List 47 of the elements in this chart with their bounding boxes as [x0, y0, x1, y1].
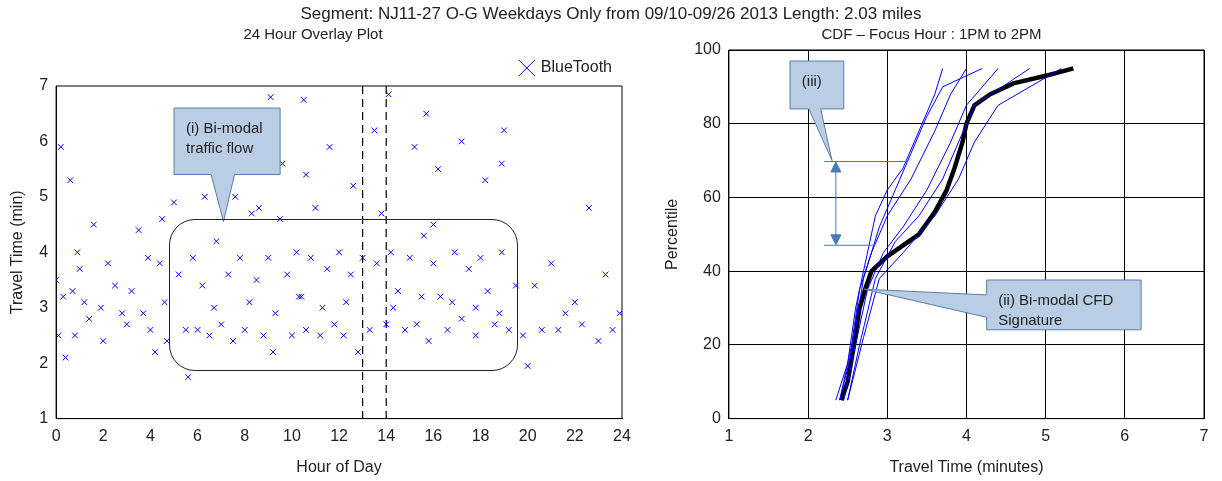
y-tick-label: 2 [39, 353, 49, 371]
x-tick-label: 4 [961, 426, 971, 444]
x-tick-label: 20 [518, 426, 537, 444]
x-axis-title: Travel Time (minutes) [889, 457, 1044, 475]
speech-bubble: (ii) Bi-modal CFD Signature [863, 280, 1141, 331]
speech-bubble: (i) Bi-modal traffic flow [174, 108, 281, 222]
chart-title: 24 Hour Overlay Plot [243, 25, 384, 43]
y-tick-label: 6 [39, 131, 49, 149]
y-tick-label: 1 [39, 409, 49, 427]
chart-title: CDF – Focus Hour : 1PM to 2PM [821, 25, 1042, 43]
x-tick-label: 4 [145, 426, 155, 444]
y-tick-label: 80 [703, 114, 721, 132]
x-tick-label: 2 [98, 426, 108, 444]
x-axis-title: Hour of Day [296, 457, 382, 475]
x-tick-label: 3 [882, 426, 892, 444]
x-tick-label: 18 [471, 426, 490, 444]
x-tick-label: 14 [377, 426, 396, 444]
y-tick-label: 4 [39, 242, 49, 260]
x-tick-label: 5 [1041, 426, 1051, 444]
text: Segment: NJ11-27 O-G Weekdays Only from 09/10-09/26 2013 Length: 2.03 miles [299, 4, 923, 24]
x-tick-label: 0 [51, 426, 61, 444]
x-tick-label: 6 [1120, 426, 1130, 444]
x-tick-label: 2 [803, 426, 813, 444]
y-tick-label: 40 [703, 261, 721, 279]
speech-bubble: (iii) [789, 61, 844, 161]
y-tick-label: 3 [39, 298, 49, 316]
x-tick-label: 16 [424, 426, 443, 444]
y-tick-label: 7 [39, 76, 49, 94]
x-tick-label: 8 [240, 426, 250, 444]
y-tick-label: 5 [39, 187, 49, 205]
annotation: (iii) [801, 71, 823, 92]
y-axis-title: Percentile [663, 198, 681, 270]
annotation: (ii) Bi-modal CFD Signature [998, 290, 1115, 331]
y-axis-title: Travel Time (min) [8, 190, 26, 315]
x-tick-label: 7 [1199, 426, 1209, 444]
y-tick-label: 60 [703, 187, 721, 205]
y-tick-label: 100 [694, 40, 721, 58]
x-tick-label: 22 [565, 426, 584, 444]
x-tick-label: 10 [282, 426, 301, 444]
y-tick-label: 20 [703, 335, 721, 353]
x-tick-label: 1 [724, 426, 734, 444]
y-tick-label: 0 [711, 409, 721, 427]
x-tick-label: 6 [193, 426, 203, 444]
x-tick-label: 24 [613, 426, 631, 444]
legend-label: BlueTooth [540, 58, 613, 76]
x-tick-label: 12 [330, 426, 349, 444]
annotation: (i) Bi-modal traffic flow [185, 118, 264, 159]
